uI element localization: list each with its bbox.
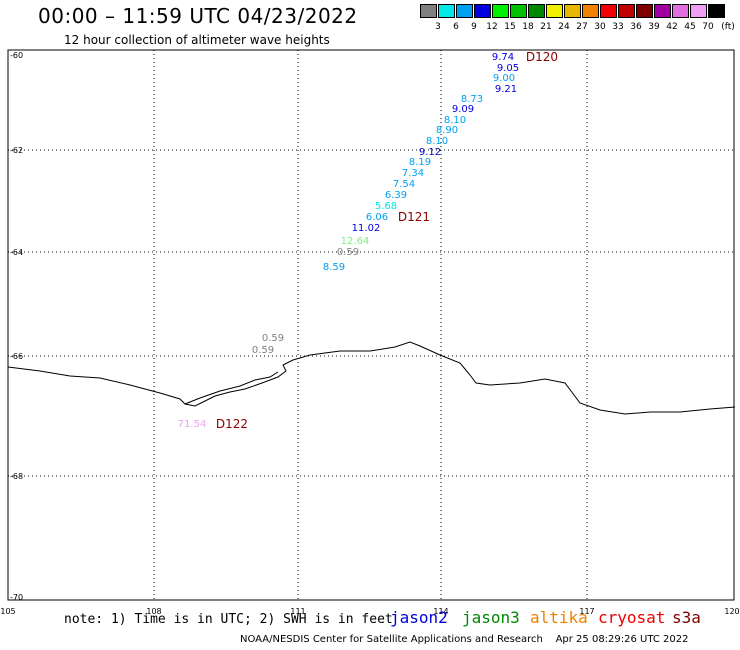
wave-height-value: 0.59 <box>337 247 359 258</box>
lat-tick-label: -68 <box>10 472 23 481</box>
legend-swatch <box>510 4 527 18</box>
satellite-name-jason2: jason2 <box>390 608 448 627</box>
legend-label: 3 <box>435 22 441 32</box>
legend-swatch <box>636 4 653 18</box>
legend-label: 27 <box>576 22 588 32</box>
wave-height-value: 6.06 <box>366 212 388 223</box>
legend-swatch <box>420 4 437 18</box>
wave-height-value: 9.09 <box>452 104 474 115</box>
legend-label: 45 <box>684 22 696 32</box>
satellite-name-cryosat: cryosat <box>598 608 666 627</box>
legend-label: 18 <box>522 22 534 32</box>
map-frame <box>7 49 735 601</box>
map-subtitle: 12 hour collection of altimeter wave hei… <box>64 33 330 47</box>
legend-swatch <box>474 4 491 18</box>
legend-label: 12 <box>486 22 498 32</box>
legend-swatch <box>456 4 473 18</box>
coastline <box>7 341 736 415</box>
lon-tick-label: 120 <box>724 607 739 616</box>
lat-tick-label: -62 <box>10 146 23 155</box>
wave-height-value: 8.10 <box>426 136 448 147</box>
legend-label: 42 <box>666 22 678 32</box>
wave-height-value: 8.73 <box>461 94 483 105</box>
credit-text: NOAA/NESDIS Center for Satellite Applica… <box>240 634 543 645</box>
satellite-name-jason3: jason3 <box>462 608 520 627</box>
legend-swatch <box>546 4 563 18</box>
lat-tick-label: -66 <box>10 352 23 361</box>
wave-height-value: 6.39 <box>385 190 407 201</box>
legend-label: 21 <box>540 22 552 32</box>
orbit-label: D120 <box>526 50 558 64</box>
wave-height-value: 7.34 <box>402 168 424 179</box>
legend-label: 36 <box>630 22 642 32</box>
wave-height-value: 5.68 <box>375 201 397 212</box>
legend-swatch <box>582 4 599 18</box>
orbit-label: D121 <box>398 210 430 224</box>
legend-label: 6 <box>453 22 459 32</box>
wave-height-value: 8.19 <box>409 157 431 168</box>
lon-tick-label: 105 <box>0 607 15 616</box>
wave-height-value: 9.21 <box>495 84 517 95</box>
lon-tick-label: 111 <box>290 607 305 616</box>
map-title: 00:00 – 11:59 UTC 04/23/2022 <box>38 4 358 28</box>
legend-swatch <box>528 4 545 18</box>
credit-line: NOAA/NESDIS Center for Satellite Applica… <box>240 634 689 645</box>
wave-height-value: 0.59 <box>262 333 284 344</box>
wave-height-value: 9.00 <box>493 73 515 84</box>
wave-height-value: 7.54 <box>393 179 415 190</box>
lat-tick-label: -70 <box>10 593 23 602</box>
wave-height-value: 0.59 <box>252 345 274 356</box>
wave-height-value: 8.59 <box>323 262 345 273</box>
lon-tick-label: 117 <box>579 607 594 616</box>
legend-swatch <box>654 4 671 18</box>
legend-label: 70 <box>702 22 714 32</box>
legend-label: 30 <box>594 22 606 32</box>
legend-swatch <box>492 4 509 18</box>
satellite-name-altika: altika <box>530 608 588 627</box>
legend-swatch <box>672 4 689 18</box>
lon-tick-label: 114 <box>433 607 448 616</box>
legend-label: 15 <box>504 22 516 32</box>
wave-height-value: 12.64 <box>341 236 370 247</box>
legend-label: 9 <box>471 22 477 32</box>
wave-height-value: 9.05 <box>497 63 519 74</box>
legend-swatch <box>618 4 635 18</box>
legend-swatch <box>438 4 455 18</box>
wave-height-value: 9.12 <box>419 147 441 158</box>
legend-swatch <box>708 4 725 18</box>
wave-height-value: 11.02 <box>352 223 381 234</box>
lat-tick-label: -64 <box>10 248 23 257</box>
wave-height-legend: 3 6 9 12 15 18 21 24 27 30 33 36 39 42 45 70 (ft) <box>420 4 735 36</box>
legend-label: 24 <box>558 22 570 32</box>
wave-height-value: 8.10 <box>444 115 466 126</box>
lat-tick-label: -60 <box>10 51 23 60</box>
coastline-inlet <box>184 371 279 405</box>
wave-height-value: 71.54 <box>178 419 207 430</box>
legend-unit: (ft) <box>721 22 735 32</box>
legend-label: 33 <box>612 22 624 32</box>
timestamp: Apr 25 08:29:26 UTC 2022 <box>555 634 689 645</box>
wave-height-value: 8.90 <box>436 125 458 136</box>
footer-note: note: 1) Time is in UTC; 2) SWH is in fe… <box>64 612 393 627</box>
satellite-name-s3a: s3a <box>672 608 701 627</box>
lon-tick-label: 108 <box>146 607 161 616</box>
legend-swatch <box>690 4 707 18</box>
orbit-label: D122 <box>216 417 248 431</box>
legend-label: 39 <box>648 22 660 32</box>
legend-swatch <box>564 4 581 18</box>
legend-swatch <box>600 4 617 18</box>
wave-height-value: 9.74 <box>492 52 514 63</box>
